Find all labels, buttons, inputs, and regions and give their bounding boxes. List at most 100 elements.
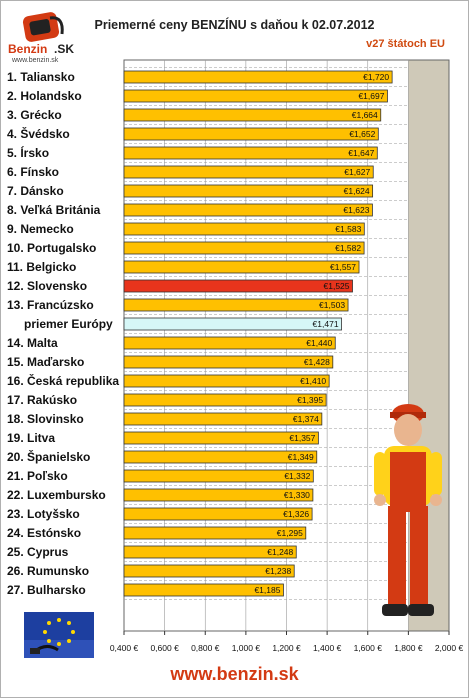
x-tick-label: 1,800 € <box>394 643 423 653</box>
category-label: 16. Česká republika <box>7 373 119 388</box>
category-label: 1. Taliansko <box>7 70 75 84</box>
category-label: 12. Slovensko <box>7 279 87 293</box>
category-label: 25. Cyprus <box>7 545 69 559</box>
category-label: 21. Poľsko <box>7 469 68 483</box>
category-label: 3. Grécko <box>7 108 62 122</box>
category-label: 14. Malta <box>7 336 58 350</box>
bar-value-label: €1,330 <box>284 490 310 500</box>
x-tick-label: 0,400 € <box>110 643 139 653</box>
bar <box>123 146 378 160</box>
bar-value-label: €1,326 <box>283 509 309 519</box>
category-label: 24. Estónsko <box>7 526 81 540</box>
bar-value-label: €1,440 <box>306 338 332 348</box>
logo-brand: Benzin <box>8 42 48 56</box>
category-label: 8. Veľká Británia <box>7 203 101 217</box>
x-tick-label: 1,200 € <box>272 643 301 653</box>
category-label: 18. Slovinsko <box>7 412 84 426</box>
category-label: 19. Litva <box>7 431 55 445</box>
bar <box>123 545 297 559</box>
category-label: 4. Švédsko <box>7 126 70 141</box>
category-label: 6. Fínsko <box>7 165 59 179</box>
bar <box>123 279 353 293</box>
bar <box>123 583 284 597</box>
bar-value-label: €1,471 <box>313 319 339 329</box>
category-label: 2. Holandsko <box>7 89 82 103</box>
bar-value-label: €1,374 <box>293 414 319 424</box>
bar-value-label: €1,332 <box>284 471 310 481</box>
bar-value-label: €1,664 <box>352 110 378 120</box>
bar <box>123 431 319 445</box>
category-label: 9. Nemecko <box>7 222 74 236</box>
bar-value-label: €1,557 <box>330 262 356 272</box>
bar-value-label: €1,582 <box>335 243 361 253</box>
category-label: 27. Bulharsko <box>7 583 86 597</box>
x-tick-label: 1,400 € <box>313 643 342 653</box>
bar-value-label: €1,503 <box>319 300 345 310</box>
bar <box>123 298 349 312</box>
fuel-pump-logo-icon <box>22 12 64 42</box>
bar-value-label: €1,428 <box>304 357 330 367</box>
footer-url: www.benzin.sk <box>170 664 299 684</box>
category-label: 26. Rumunsko <box>7 564 89 578</box>
bar-value-label: €1,652 <box>349 129 375 139</box>
bar-value-label: €1,720 <box>363 72 389 82</box>
bar <box>123 241 365 255</box>
bar <box>123 355 334 369</box>
bar-value-label: €1,248 <box>267 547 293 557</box>
bar <box>123 526 307 540</box>
bar <box>123 317 342 331</box>
bar <box>123 412 323 426</box>
bar <box>123 260 360 274</box>
bar-value-label: €1,410 <box>300 376 326 386</box>
logo-brand-suffix: .SK <box>54 42 75 56</box>
category-label: 20. Španielsko <box>7 449 90 464</box>
category-label: 23. Lotyšsko <box>7 507 80 521</box>
chart-subtitle: v27 štátoch EU <box>366 38 445 50</box>
bar <box>123 165 374 179</box>
bar <box>123 108 382 122</box>
bar-value-label: €1,647 <box>348 148 374 158</box>
category-label: 7. Dánsko <box>7 184 64 198</box>
bar <box>123 393 327 407</box>
eu-flag-icon <box>24 612 94 658</box>
bar-value-label: €1,357 <box>289 433 315 443</box>
category-label: 10. Portugalsko <box>7 241 96 255</box>
bar-value-label: €1,624 <box>344 186 370 196</box>
bar-value-label: €1,583 <box>335 224 361 234</box>
bar <box>123 469 314 483</box>
category-label: 15. Maďarsko <box>7 355 84 369</box>
bar-value-label: €1,295 <box>277 528 303 538</box>
bar <box>123 70 393 84</box>
x-tick-label: 2,000 € <box>435 643 464 653</box>
bar <box>123 488 314 502</box>
logo-url: www.benzin.sk <box>12 57 59 64</box>
bar <box>123 564 295 578</box>
bar <box>123 336 336 350</box>
category-label: 13. Francúzsko <box>7 298 94 312</box>
bar-value-label: €1,349 <box>288 452 314 462</box>
bar <box>123 222 365 236</box>
category-label: 17. Rakúsko <box>7 393 77 407</box>
x-tick-label: 1,600 € <box>354 643 383 653</box>
bar <box>123 89 388 103</box>
bar-value-label: €1,238 <box>265 566 291 576</box>
bar <box>123 184 374 198</box>
gas-station-attendant-mascot-icon <box>374 404 442 616</box>
bar-value-label: €1,697 <box>358 91 384 101</box>
bar-value-label: €1,395 <box>297 395 323 405</box>
bar <box>123 374 330 388</box>
category-label: 22. Luxembursko <box>7 488 106 502</box>
benzin-logo: Benzin .SK www.benzin.sk <box>6 12 76 70</box>
bar-value-label: €1,623 <box>343 205 369 215</box>
bar-value-label: €1,627 <box>344 167 370 177</box>
bar-value-label: €1,525 <box>324 281 350 291</box>
bar <box>123 127 379 141</box>
bar-value-label: €1,185 <box>254 585 280 595</box>
chart-title: Priemerné ceny BENZÍNU s daňou k 02.07.2… <box>94 18 375 32</box>
category-label: priemer Európy <box>24 317 113 331</box>
bar <box>123 203 373 217</box>
category-label: 5. Írsko <box>7 145 49 160</box>
x-tick-label: 0,800 € <box>191 643 220 653</box>
x-tick-label: 0,600 € <box>150 643 179 653</box>
